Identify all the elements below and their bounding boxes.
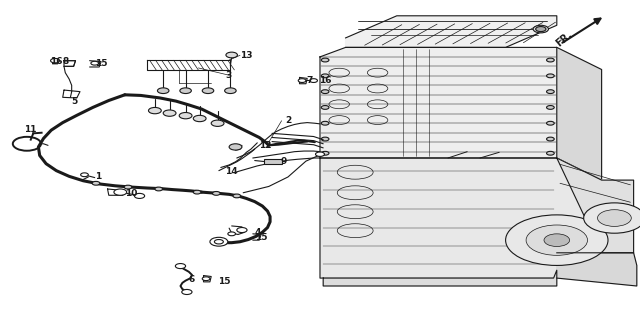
- Circle shape: [210, 237, 228, 246]
- Circle shape: [233, 194, 241, 198]
- Polygon shape: [320, 158, 602, 278]
- Circle shape: [547, 137, 554, 141]
- Bar: [264, 159, 282, 164]
- Circle shape: [81, 173, 88, 177]
- Circle shape: [214, 240, 223, 244]
- Text: 9: 9: [280, 157, 287, 166]
- Circle shape: [536, 27, 546, 32]
- Circle shape: [228, 232, 236, 236]
- Circle shape: [547, 74, 554, 78]
- Circle shape: [598, 210, 631, 226]
- Polygon shape: [557, 47, 602, 180]
- Circle shape: [226, 52, 237, 58]
- Polygon shape: [557, 158, 634, 253]
- Circle shape: [202, 277, 210, 281]
- Text: 8: 8: [63, 57, 69, 66]
- Text: 2: 2: [285, 116, 291, 125]
- Text: 3: 3: [225, 71, 232, 80]
- Text: 16: 16: [50, 57, 63, 66]
- Circle shape: [321, 121, 329, 125]
- Circle shape: [321, 90, 329, 94]
- Circle shape: [157, 88, 169, 94]
- Circle shape: [155, 187, 163, 191]
- Circle shape: [310, 79, 317, 82]
- Circle shape: [321, 58, 329, 62]
- Circle shape: [51, 58, 60, 63]
- Circle shape: [547, 121, 554, 125]
- Text: 15: 15: [95, 59, 108, 68]
- Circle shape: [544, 234, 570, 246]
- Text: 15: 15: [255, 233, 268, 242]
- Circle shape: [211, 120, 224, 126]
- Polygon shape: [323, 270, 557, 286]
- Text: 7: 7: [306, 76, 312, 85]
- Circle shape: [316, 152, 324, 156]
- Text: 12: 12: [259, 142, 272, 150]
- Text: FR.: FR.: [554, 29, 575, 48]
- Circle shape: [547, 151, 554, 155]
- Circle shape: [547, 90, 554, 94]
- Circle shape: [237, 228, 247, 233]
- Circle shape: [124, 185, 132, 189]
- Text: 16: 16: [319, 76, 332, 85]
- Text: 5: 5: [72, 97, 78, 106]
- Circle shape: [321, 137, 329, 141]
- Circle shape: [193, 190, 201, 194]
- Circle shape: [163, 110, 176, 116]
- Text: 15: 15: [218, 277, 230, 286]
- Polygon shape: [320, 47, 557, 158]
- Polygon shape: [557, 253, 637, 286]
- Circle shape: [547, 58, 554, 62]
- Text: 1: 1: [95, 173, 101, 181]
- Circle shape: [229, 144, 242, 150]
- Circle shape: [175, 264, 186, 269]
- Circle shape: [321, 74, 329, 78]
- Circle shape: [533, 25, 548, 33]
- Text: 4: 4: [255, 228, 261, 237]
- Circle shape: [179, 112, 192, 119]
- Text: 13: 13: [240, 51, 253, 60]
- Text: 10: 10: [125, 189, 137, 198]
- Text: 6: 6: [189, 275, 195, 284]
- Circle shape: [321, 151, 329, 155]
- Circle shape: [114, 189, 127, 195]
- Circle shape: [182, 289, 192, 295]
- Circle shape: [225, 88, 236, 94]
- Circle shape: [321, 106, 329, 109]
- Circle shape: [506, 215, 608, 265]
- Polygon shape: [346, 16, 557, 47]
- Circle shape: [202, 88, 214, 94]
- Circle shape: [547, 106, 554, 109]
- Circle shape: [91, 61, 99, 65]
- Circle shape: [526, 225, 588, 255]
- Circle shape: [584, 203, 640, 233]
- Circle shape: [212, 191, 220, 195]
- Circle shape: [193, 115, 206, 122]
- Circle shape: [134, 193, 145, 198]
- Polygon shape: [147, 60, 230, 70]
- Circle shape: [298, 79, 306, 82]
- Circle shape: [180, 88, 191, 94]
- Circle shape: [148, 107, 161, 114]
- Circle shape: [92, 181, 100, 185]
- Text: 14: 14: [225, 167, 238, 176]
- Text: 11: 11: [24, 125, 37, 134]
